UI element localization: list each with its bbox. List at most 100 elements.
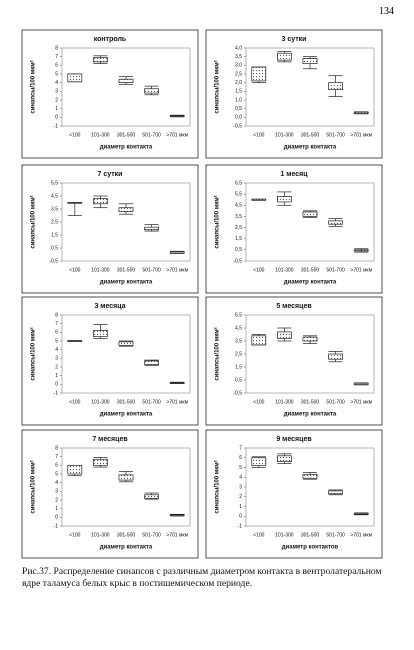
y-tick-label: 3 [55,89,58,95]
box [277,455,292,462]
y-tick-label: 7 [55,54,58,60]
y-tick-label: 5 [55,338,58,344]
plot-area [61,182,191,262]
x-tick-label: 101-300 [275,532,294,538]
y-tick-label: 2,5 [235,351,242,357]
x-tick-label: >701 мкм [166,132,188,138]
box [118,207,134,212]
y-tick-label: 3,0 [235,63,242,69]
box [118,78,134,84]
plot-area [61,447,191,527]
x-tick-label: 301-500 [117,132,136,138]
y-tick-label: 1 [55,506,58,512]
x-tick-label: <100 [253,399,264,405]
y-tick-label: 0 [55,515,58,521]
chart-frame [205,296,383,426]
y-axis-label: синапсы/100 мкм² [30,60,37,113]
y-tick-label: 1 [55,373,58,379]
x-tick-label: 301-500 [117,267,136,273]
box [93,198,108,205]
chart-title: 7 сутки [98,171,123,178]
plot-area [61,47,191,127]
x-tick-label: 101-300 [91,532,110,538]
y-axis-label: синапсы/100 мкм² [214,460,221,513]
chart-frame [205,29,383,159]
y-tick-label: -0,5 [49,258,58,264]
box [302,473,318,479]
y-tick-label: 0,0 [235,115,242,121]
box [118,474,134,481]
x-tick-label: >701 мкм [350,132,372,138]
box [277,52,292,61]
y-tick-label: 1 [239,504,242,510]
box [118,341,134,346]
y-tick-label: 1,5 [235,364,242,370]
y-tick-label: -1 [54,123,59,129]
box [353,512,369,515]
chart-frame [21,164,199,294]
x-tick-label: <100 [253,132,264,138]
y-tick-label: 4,5 [235,325,242,331]
x-tick-label: 101-300 [91,132,110,138]
y-axis-label: синапсы/100 мкм² [30,327,37,380]
box [302,58,318,64]
y-tick-label: 2,5 [51,219,58,225]
x-tick-label: <100 [69,267,80,273]
plot-area [245,47,375,127]
box [251,198,267,201]
y-tick-label: 4 [55,347,58,353]
x-tick-label: 301-500 [301,267,320,273]
box [353,249,369,252]
y-tick-label: 1,0 [235,97,242,103]
box [67,202,83,204]
box [144,360,159,365]
y-tick-label: 2 [55,364,58,370]
x-tick-label: 501-700 [326,132,345,138]
box [251,335,267,346]
y-tick-label: 6 [239,455,242,461]
box [169,514,185,516]
plot-area [61,314,191,394]
y-tick-label: 5,5 [235,191,242,197]
y-tick-label: 1,5 [235,236,242,242]
y-tick-label: 8 [55,45,58,51]
y-tick-label: 1,5 [235,89,242,95]
box [93,57,108,63]
x-tick-label: 101-300 [91,399,110,405]
x-tick-label: 501-700 [326,267,345,273]
y-tick-label: 6 [55,463,58,469]
x-tick-label: 501-700 [326,399,345,405]
x-tick-label: >701 мкм [350,399,372,405]
x-tick-label: <100 [69,532,80,538]
chart-title: 5 месяцев [276,303,312,310]
box [93,330,108,338]
y-axis-label: синапсы/100 мкм² [30,460,37,513]
y-tick-label: 7 [239,445,242,451]
x-axis-label: диаметр контакта [100,145,153,151]
chart-frame [21,296,199,426]
y-tick-label: 3 [239,484,242,490]
box [251,66,267,82]
chart-frame [205,429,383,559]
x-tick-label: 301-500 [301,132,320,138]
box [144,88,159,94]
y-tick-label: -0,5 [233,258,242,264]
x-tick-label: 501-700 [326,532,345,538]
y-tick-label: 3,5 [235,54,242,60]
x-tick-label: >701 мкм [166,532,188,538]
y-tick-label: -0,5 [233,123,242,129]
y-tick-label: 5,5 [235,312,242,318]
y-tick-label: 3,5 [235,214,242,220]
x-tick-label: >701 мкм [350,267,372,273]
chart-frame [21,29,199,159]
y-tick-label: 4 [55,480,58,486]
box [169,382,185,384]
box [277,196,292,203]
box [302,211,318,217]
y-tick-label: 4,0 [235,45,242,51]
x-tick-label: 301-500 [301,399,320,405]
y-tick-label: 4 [239,475,242,481]
x-tick-label: 501-700 [142,267,161,273]
y-tick-label: 7 [55,454,58,460]
chart-frame [205,164,383,294]
